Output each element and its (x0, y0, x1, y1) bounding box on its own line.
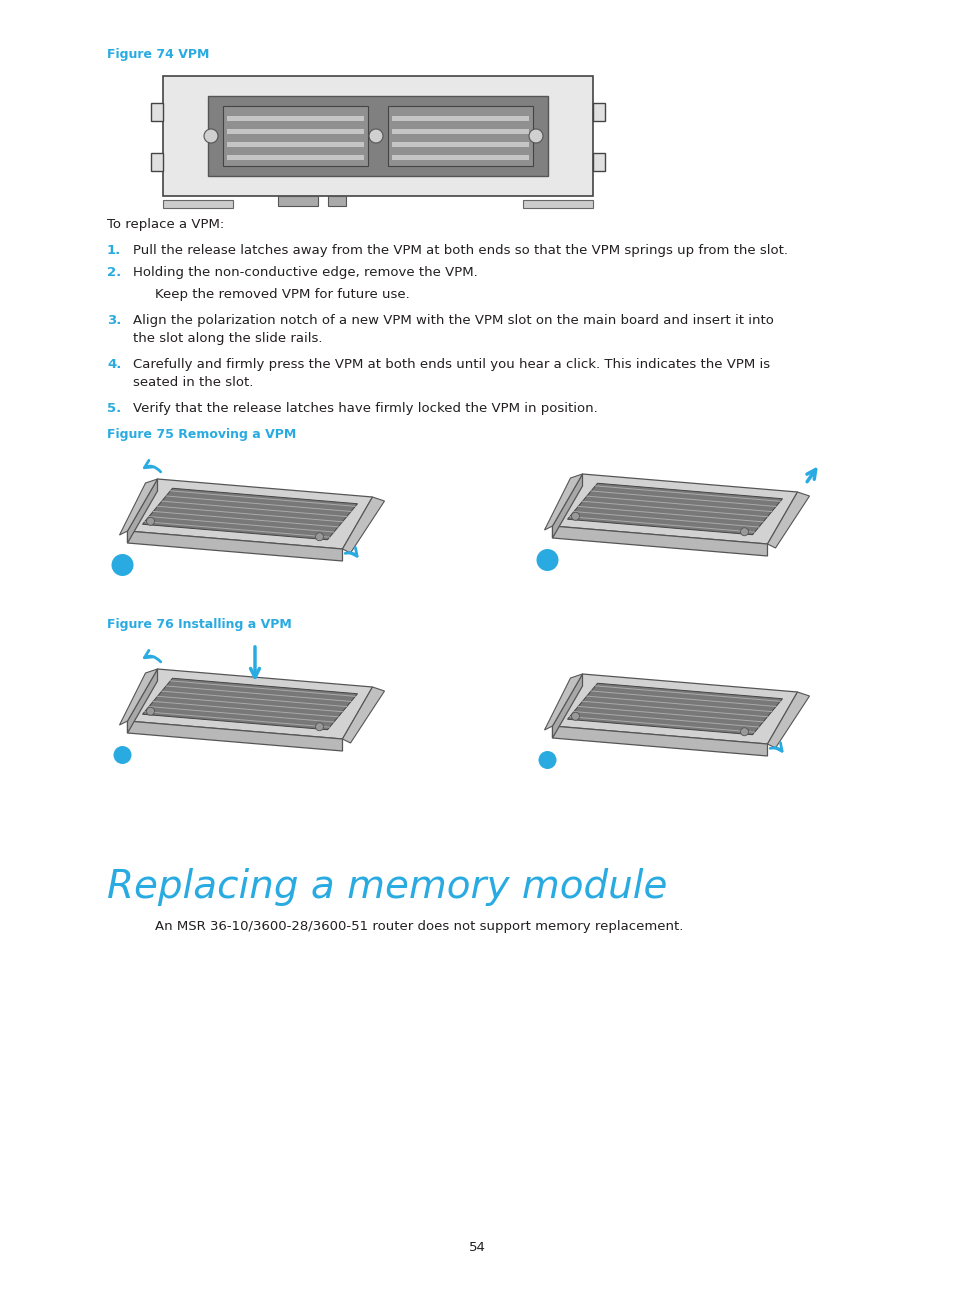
Text: 5.: 5. (107, 402, 121, 415)
Polygon shape (142, 489, 357, 539)
Polygon shape (128, 669, 157, 734)
Text: 54: 54 (468, 1242, 485, 1255)
Circle shape (740, 527, 748, 535)
Circle shape (529, 130, 542, 143)
Bar (227, 143, 364, 146)
Text: To replace a VPM:: To replace a VPM: (107, 218, 224, 231)
Polygon shape (142, 678, 357, 730)
Text: 4.: 4. (107, 358, 121, 371)
Polygon shape (119, 669, 157, 724)
Bar (392, 117, 529, 121)
Bar (227, 130, 364, 133)
Text: Carefully and firmly press the VPM at both ends until you hear a click. This ind: Carefully and firmly press the VPM at bo… (132, 358, 769, 371)
Text: 1: 1 (118, 560, 127, 573)
Text: Figure 75 Removing a VPM: Figure 75 Removing a VPM (107, 428, 296, 441)
Text: Keep the removed VPM for future use.: Keep the removed VPM for future use. (154, 288, 410, 301)
Polygon shape (128, 531, 342, 561)
Text: Verify that the release latches have firmly locked the VPM in position.: Verify that the release latches have fir… (132, 402, 598, 415)
Polygon shape (567, 483, 781, 535)
Text: the slot along the slide rails.: the slot along the slide rails. (132, 332, 322, 345)
Text: An MSR 36-10/3600-28/3600-51 router does not support memory replacement.: An MSR 36-10/3600-28/3600-51 router does… (154, 920, 682, 933)
Polygon shape (767, 692, 809, 748)
Bar (163, 200, 233, 207)
Text: Figure 74 VPM: Figure 74 VPM (107, 48, 209, 61)
Circle shape (315, 533, 323, 540)
Bar (392, 156, 529, 159)
Polygon shape (567, 683, 781, 735)
Text: Figure 76 Installing a VPM: Figure 76 Installing a VPM (107, 618, 292, 631)
Circle shape (204, 130, 218, 143)
Bar (227, 156, 364, 159)
Text: 3.: 3. (107, 314, 121, 327)
Polygon shape (544, 474, 582, 530)
Text: Replacing a memory module: Replacing a memory module (107, 868, 667, 906)
Circle shape (536, 550, 558, 572)
Polygon shape (128, 669, 372, 739)
Bar (392, 143, 529, 146)
Bar (593, 153, 604, 171)
Polygon shape (767, 492, 809, 548)
Polygon shape (552, 474, 582, 538)
Circle shape (147, 708, 154, 715)
Text: 2: 2 (542, 555, 551, 568)
Text: Pull the release latches away from the VPM at both ends so that the VPM springs : Pull the release latches away from the V… (132, 244, 787, 257)
Bar (227, 117, 364, 121)
Bar (163, 76, 593, 196)
Polygon shape (342, 496, 384, 553)
Circle shape (112, 553, 133, 575)
Bar (593, 102, 604, 121)
Polygon shape (544, 674, 582, 730)
Bar (277, 196, 317, 206)
Circle shape (315, 723, 323, 731)
Text: Align the polarization notch of a new VPM with the VPM slot on the main board an: Align the polarization notch of a new VP… (132, 314, 773, 327)
Bar (522, 200, 593, 207)
Text: Holding the non-conductive edge, remove the VPM.: Holding the non-conductive edge, remove … (132, 266, 477, 279)
Bar (151, 153, 163, 171)
Polygon shape (552, 474, 797, 544)
Circle shape (571, 512, 578, 520)
Text: 1.: 1. (107, 244, 121, 257)
Circle shape (571, 713, 578, 721)
Polygon shape (552, 726, 767, 756)
Polygon shape (128, 480, 372, 550)
Polygon shape (128, 480, 157, 543)
Polygon shape (119, 480, 157, 535)
Bar (223, 106, 368, 166)
Circle shape (369, 130, 382, 143)
Polygon shape (342, 687, 384, 743)
Polygon shape (128, 721, 342, 750)
Text: 2.: 2. (107, 266, 121, 279)
Bar (392, 130, 529, 133)
Bar (208, 96, 547, 176)
Bar (151, 102, 163, 121)
Circle shape (147, 517, 154, 525)
Polygon shape (552, 674, 582, 737)
Polygon shape (552, 674, 797, 744)
Text: seated in the slot.: seated in the slot. (132, 376, 253, 389)
Circle shape (537, 750, 556, 769)
Circle shape (740, 728, 748, 736)
Bar (328, 196, 346, 206)
Bar (388, 106, 533, 166)
Polygon shape (552, 526, 767, 556)
Circle shape (113, 746, 132, 765)
